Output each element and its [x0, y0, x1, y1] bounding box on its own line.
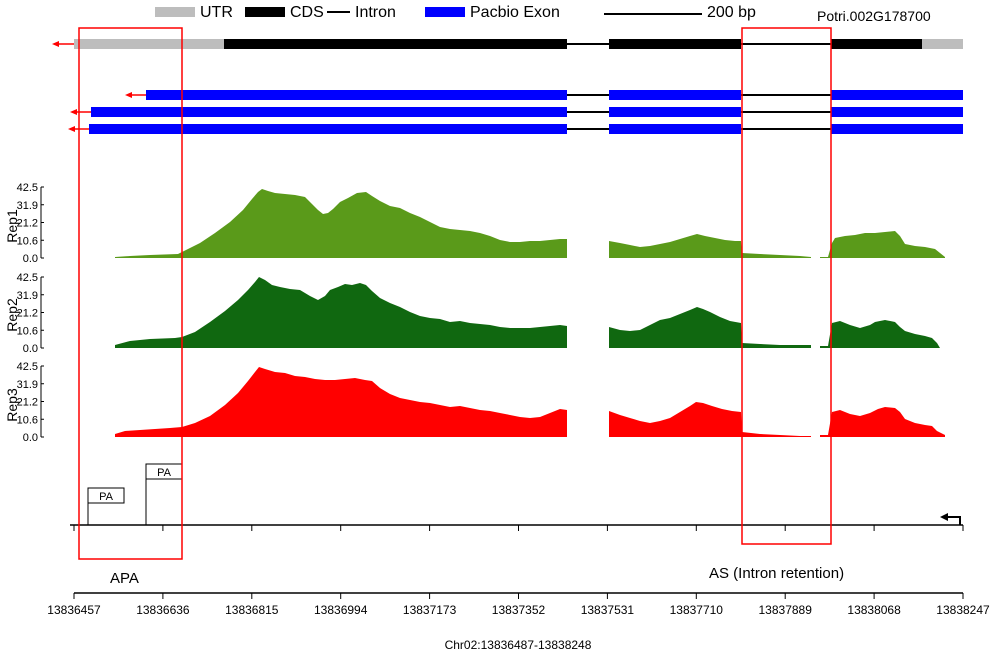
x-axis: 13836457 13836636 13836815 13836994 13837173… — [47, 525, 990, 617]
y-tick-label: 10.6 — [17, 414, 38, 426]
y-tick-label: 31.9 — [17, 290, 38, 302]
y-tick-label: 31.9 — [17, 379, 38, 391]
pacbio-exon — [609, 90, 741, 100]
legend-cds-label: CDS — [290, 4, 324, 21]
strand-arrow-icon — [70, 109, 91, 115]
y-tick-label: 31.9 — [17, 200, 38, 212]
track-label: Rep3 — [4, 388, 20, 422]
pacbio-exon — [609, 124, 741, 134]
x-tick-label: 13838068 — [847, 603, 901, 617]
chromosome-label: Chr02:13836487-13838248 — [445, 638, 592, 652]
pacbio-exon — [831, 107, 963, 117]
y-tick-label: 0.0 — [23, 343, 38, 355]
track-label: Rep2 — [4, 298, 20, 332]
legend-pacbio-swatch — [425, 7, 465, 17]
isoform-3 — [68, 124, 963, 134]
pa-site-label: PA — [99, 491, 114, 503]
as-highlight-box — [741, 27, 832, 545]
coverage-area — [115, 367, 945, 437]
pacbio-exon — [609, 107, 741, 117]
legend-pacbio-label: Pacbio Exon — [470, 4, 560, 21]
strand-arrow-icon — [68, 126, 89, 132]
y-tick-label: 42.5 — [17, 361, 38, 373]
pa-sites: PA PA — [87, 463, 183, 525]
gene-id: Potri.002G178700 — [817, 8, 931, 24]
legend-utr-label: UTR — [200, 4, 233, 21]
y-ticks — [41, 186, 44, 259]
x-tick-label: 13838247 — [936, 603, 990, 617]
direction-arrow-icon — [940, 513, 961, 525]
gene-model — [52, 39, 963, 49]
utr-block — [922, 39, 963, 49]
isoform-1 — [125, 90, 963, 100]
x-tick-label: 13836457 — [47, 603, 101, 617]
y-tick-label: 0.0 — [23, 432, 38, 444]
coverage-area — [115, 189, 945, 258]
apa-highlight-box — [78, 27, 183, 560]
x-tick-label: 13837352 — [492, 603, 546, 617]
pacbio-exon — [146, 90, 567, 100]
x-tick-label: 13837889 — [759, 603, 813, 617]
cds-block — [609, 39, 741, 49]
y-tick-label: 10.6 — [17, 325, 38, 337]
y-tick-label: 10.6 — [17, 235, 38, 247]
pacbio-exon — [89, 124, 567, 134]
isoform-2 — [70, 107, 963, 117]
coverage-track-rep2: Rep2 42.5 31.9 21.2 10.6 0.0 — [4, 272, 940, 355]
coverage-track-rep3: Rep3 42.5 31.9 21.2 10.6 0.0 — [4, 361, 945, 444]
coverage-track-rep1: Rep1 42.5 31.9 21.2 10.6 0.0 — [4, 182, 945, 265]
pacbio-isoforms — [68, 90, 963, 134]
cds-block — [224, 39, 567, 49]
x-tick-label: 13837173 — [403, 603, 457, 617]
pacbio-exon — [91, 107, 567, 117]
x-tick-label: 13836815 — [225, 603, 279, 617]
x-tick-label: 13837531 — [581, 603, 635, 617]
y-tick-label: 21.2 — [17, 218, 38, 230]
strand-arrow-icon — [125, 92, 146, 98]
cds-block — [831, 39, 922, 49]
y-ticks — [41, 365, 44, 438]
pacbio-exon — [831, 90, 963, 100]
legend-intron-label: Intron — [355, 4, 396, 21]
x-tick-label: 13836636 — [136, 603, 190, 617]
y-tick-label: 21.2 — [17, 308, 38, 320]
pacbio-exon — [831, 124, 963, 134]
legend-cds-swatch — [245, 7, 285, 17]
pa-site-label: PA — [157, 467, 172, 479]
utr-block — [74, 39, 224, 49]
strand-arrow-icon — [52, 41, 74, 47]
y-tick-label: 21.2 — [17, 397, 38, 409]
y-tick-label: 0.0 — [23, 253, 38, 265]
apa-label: APA — [110, 570, 139, 587]
x-tick-label: 13836994 — [314, 603, 368, 617]
scale-bar-label: 200 bp — [707, 4, 756, 21]
y-ticks — [41, 276, 44, 349]
x-tick-label: 13837710 — [670, 603, 724, 617]
pa-site-box — [87, 487, 125, 504]
as-label: AS (Intron retention) — [709, 565, 844, 582]
legend: UTR CDS Intron Pacbio Exon 200 bp — [155, 4, 756, 21]
y-tick-label: 42.5 — [17, 272, 38, 284]
legend-utr-swatch — [155, 7, 195, 17]
track-label: Rep1 — [4, 209, 20, 243]
coverage-area — [115, 277, 940, 348]
y-tick-label: 42.5 — [17, 182, 38, 194]
